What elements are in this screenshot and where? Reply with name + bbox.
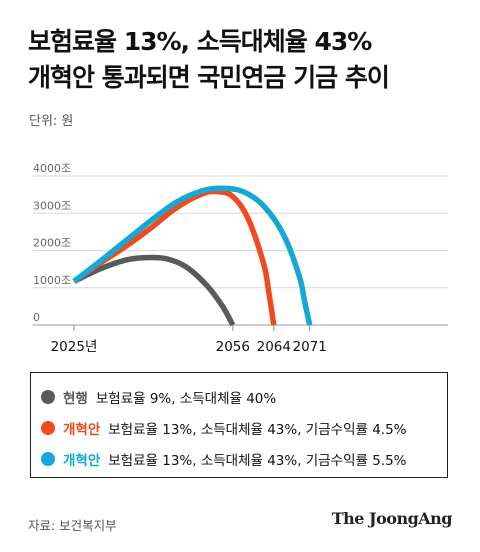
line-chart: 4000조 3000조 2000조 1000조 0 2025년 2056 2064 2071 — [33, 162, 448, 355]
series-line-reform-55 — [72, 185, 313, 326]
y-tick-label: 4000조 — [33, 162, 71, 175]
x-tick-label: 2056 — [216, 339, 250, 355]
legend-item-reform-55: 개혁안 보험료율 13%, 소득대체율 43%, 기금수익률 5.5% — [41, 443, 447, 474]
legend-swatch — [41, 451, 55, 466]
chart-title: 보험료율 13%, 소득대체율 43% 개혁안 통과되면 국민연금 기금 추이 — [28, 24, 468, 96]
y-tick-label: 1000조 — [33, 274, 71, 287]
legend-text: 보험료율 9%, 소득대체율 40% — [95, 390, 277, 407]
legend: 현행 보험료율 9%, 소득대체율 40% 개혁안 보험료율 13%, 소득대체… — [30, 372, 448, 478]
legend-item-reform-45: 개혁안 보험료율 13%, 소득대체율 43%, 기금수익률 4.5% — [41, 412, 447, 443]
y-tick-label: 3000조 — [33, 199, 71, 212]
series-line-current — [72, 254, 236, 327]
legend-swatch — [41, 420, 55, 435]
legend-text: 보험료율 13%, 소득대체율 43%, 기금수익률 4.5% — [108, 421, 407, 438]
legend-swatch — [41, 389, 55, 404]
unit-label: 단위: 원 — [29, 114, 74, 129]
title-line-1: 보험료율 13%, 소득대체율 43% — [28, 27, 372, 56]
x-tick-label: 2071 — [292, 339, 326, 355]
y-tick-label: 0 — [33, 311, 40, 324]
x-tick-label: 2025년 — [51, 339, 98, 355]
legend-text: 보험료율 13%, 소득대체율 43%, 기금수익률 5.5% — [108, 452, 407, 469]
legend-label: 개혁안 — [63, 452, 101, 469]
brand-logo: The JoongAng — [331, 509, 453, 528]
source-note: 자료: 보건복지부 — [28, 518, 117, 533]
title-line-2: 개혁안 통과되면 국민연금 기금 추이 — [28, 63, 390, 92]
y-tick-label: 2000조 — [33, 237, 71, 250]
legend-label: 현행 — [63, 390, 88, 407]
legend-label: 개혁안 — [63, 421, 101, 438]
x-tick-label: 2064 — [257, 339, 291, 355]
legend-item-current: 현행 보험료율 9%, 소득대체율 40% — [41, 381, 447, 412]
